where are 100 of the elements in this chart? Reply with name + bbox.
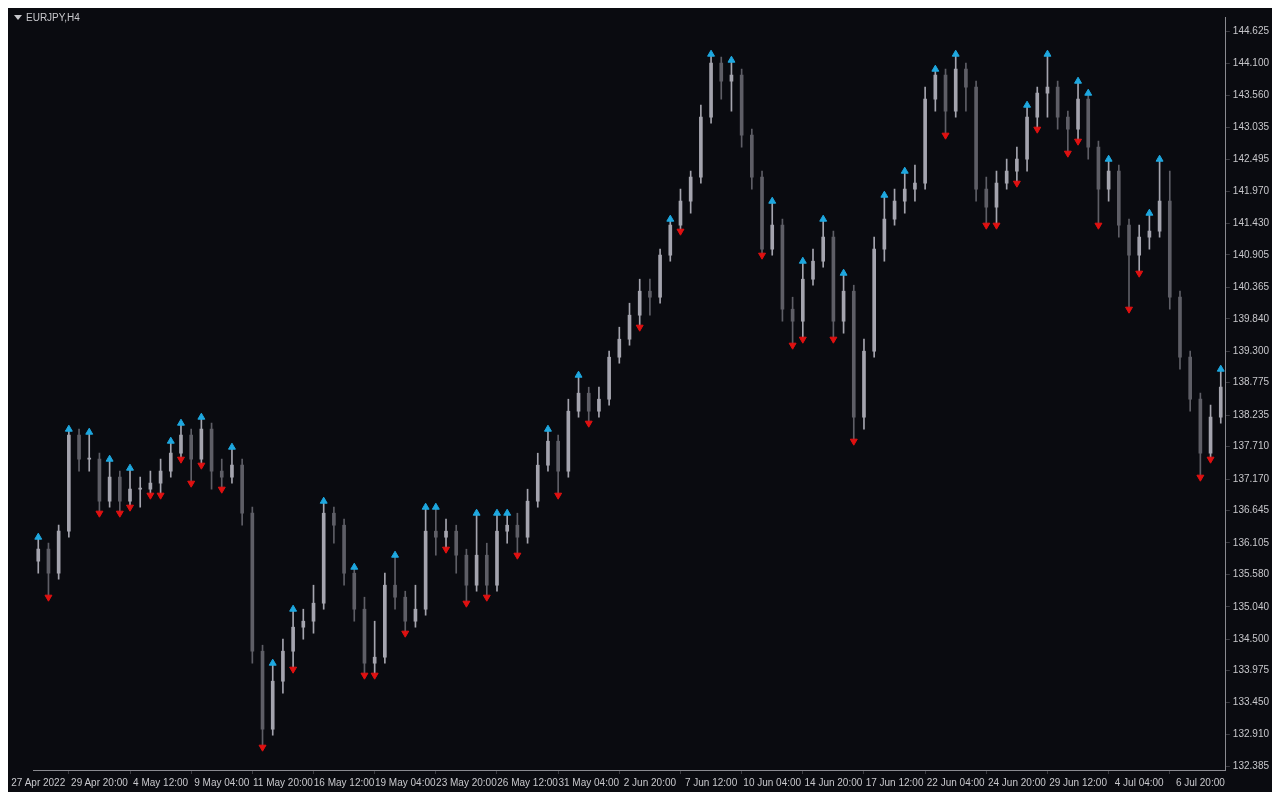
y-tick-label: 132.910 bbox=[1232, 728, 1270, 740]
y-tick-label: 144.100 bbox=[1232, 56, 1270, 68]
point bbox=[1084, 88, 1093, 96]
point bbox=[1135, 270, 1144, 278]
chart-title: EURJPY,H4 bbox=[26, 12, 80, 23]
x-tick-label: 14 Jun 20:00 bbox=[804, 776, 863, 788]
y-tick-label: 133.975 bbox=[1232, 664, 1270, 676]
y-tick-label: 141.970 bbox=[1232, 184, 1270, 196]
point bbox=[574, 370, 583, 378]
x-tick-label: 26 May 12:00 bbox=[497, 776, 559, 788]
point bbox=[421, 502, 430, 510]
x-tick-label: 4 May 12:00 bbox=[133, 776, 189, 788]
point bbox=[156, 492, 165, 500]
x-tick-label: 9 May 04:00 bbox=[194, 776, 250, 788]
x-tick-label: 23 May 20:00 bbox=[436, 776, 498, 788]
point bbox=[105, 454, 114, 462]
candlestick bbox=[648, 278, 652, 316]
point bbox=[126, 504, 134, 512]
point bbox=[635, 324, 644, 332]
point bbox=[289, 666, 298, 674]
point bbox=[34, 532, 43, 540]
point bbox=[1196, 474, 1205, 482]
x-tick-label: 6 Jul 20:00 bbox=[1175, 776, 1226, 788]
y-tick-label: 139.840 bbox=[1232, 312, 1270, 324]
point bbox=[1125, 306, 1133, 314]
y-tick-label: 135.580 bbox=[1232, 568, 1270, 580]
point bbox=[442, 546, 450, 554]
point bbox=[177, 456, 185, 464]
point bbox=[95, 510, 104, 518]
y-tick-label: 140.365 bbox=[1232, 281, 1270, 293]
point bbox=[951, 49, 960, 57]
y-tick-label: 144.625 bbox=[1232, 25, 1270, 37]
x-tick-label: 4 Jul 04:00 bbox=[1114, 776, 1165, 788]
point bbox=[44, 594, 53, 602]
y-tick-label: 139.300 bbox=[1232, 344, 1270, 356]
x-tick-label: 31 May 04:00 bbox=[558, 776, 620, 788]
x-tick-label: 11 May 20:00 bbox=[252, 776, 314, 788]
point bbox=[391, 550, 400, 558]
point bbox=[1063, 150, 1072, 158]
point bbox=[268, 658, 277, 666]
point bbox=[319, 496, 328, 504]
point bbox=[839, 268, 848, 276]
point bbox=[360, 672, 369, 680]
point bbox=[1216, 364, 1225, 372]
point bbox=[503, 508, 512, 516]
point bbox=[115, 510, 124, 518]
point bbox=[554, 492, 563, 500]
y-tick-label: 135.040 bbox=[1232, 600, 1270, 612]
candlestick bbox=[301, 608, 306, 640]
x-tick-label: 22 Jun 04:00 bbox=[926, 776, 986, 788]
point bbox=[166, 436, 175, 444]
point bbox=[289, 604, 298, 612]
point bbox=[472, 508, 481, 516]
x-tick-label: 10 Jun 04:00 bbox=[743, 776, 802, 788]
x-tick-label: 24 Jun 20:00 bbox=[987, 776, 1047, 788]
point bbox=[819, 214, 828, 222]
candlestick bbox=[138, 476, 143, 508]
point bbox=[1043, 49, 1052, 57]
point bbox=[187, 480, 196, 488]
point bbox=[513, 552, 522, 560]
point bbox=[982, 222, 991, 230]
point bbox=[707, 49, 716, 57]
candlestick bbox=[913, 164, 917, 202]
y-tick-label: 137.710 bbox=[1232, 440, 1270, 452]
point bbox=[758, 252, 766, 260]
y-tick-label: 133.450 bbox=[1232, 695, 1270, 707]
x-tick-label: 29 Jun 12:00 bbox=[1049, 776, 1108, 788]
point bbox=[370, 672, 379, 680]
y-tick-label: 143.560 bbox=[1232, 89, 1270, 101]
point bbox=[1074, 138, 1083, 146]
point bbox=[1012, 180, 1021, 188]
point bbox=[788, 342, 797, 350]
point bbox=[1104, 154, 1113, 162]
point bbox=[1145, 208, 1154, 216]
x-tick-label: 17 Jun 12:00 bbox=[865, 776, 924, 788]
point bbox=[217, 486, 226, 494]
x-tick-label: 27 Apr 2022 bbox=[11, 776, 66, 788]
point bbox=[1094, 222, 1103, 230]
point bbox=[146, 492, 155, 500]
point bbox=[1206, 456, 1215, 464]
point bbox=[350, 562, 359, 570]
point bbox=[931, 64, 940, 72]
point bbox=[401, 630, 410, 638]
point bbox=[676, 228, 685, 236]
point bbox=[462, 600, 471, 608]
point bbox=[431, 502, 440, 510]
point bbox=[258, 744, 267, 752]
x-tick-label: 16 May 12:00 bbox=[313, 776, 375, 788]
point bbox=[829, 336, 838, 344]
x-tick-label: 19 May 04:00 bbox=[374, 776, 436, 788]
point bbox=[126, 463, 134, 471]
point bbox=[64, 424, 73, 432]
y-tick-label: 136.645 bbox=[1232, 504, 1270, 516]
y-tick-label: 140.905 bbox=[1232, 248, 1270, 260]
x-tick-label: 7 Jun 12:00 bbox=[684, 776, 738, 788]
point bbox=[849, 438, 858, 446]
y-tick-label: 138.235 bbox=[1232, 408, 1270, 420]
y-tick-label: 132.385 bbox=[1232, 759, 1270, 771]
point bbox=[1155, 154, 1164, 162]
point bbox=[493, 508, 501, 516]
